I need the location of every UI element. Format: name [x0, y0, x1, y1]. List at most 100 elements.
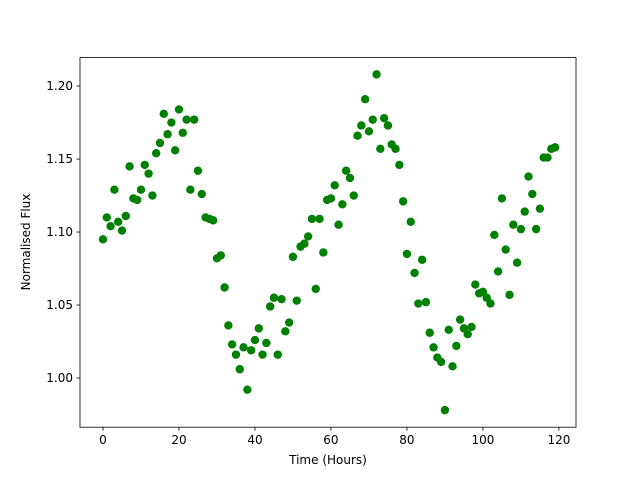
point	[493, 267, 503, 276]
y-tick-label: 1.00	[46, 371, 73, 385]
point	[315, 214, 324, 224]
point	[326, 194, 336, 203]
point	[391, 144, 400, 154]
point	[98, 235, 108, 244]
point	[113, 217, 123, 227]
y-tick-label: 1.15	[46, 152, 73, 166]
point	[303, 232, 313, 241]
plot-frame	[79, 57, 577, 428]
y-tick-label: 1.05	[46, 298, 73, 312]
point	[178, 128, 187, 137]
point	[490, 230, 499, 240]
point	[341, 166, 351, 175]
point	[467, 322, 476, 332]
point	[520, 207, 529, 216]
point	[368, 115, 377, 124]
point	[319, 248, 328, 257]
x-tick-label: 20	[171, 433, 186, 447]
point	[505, 290, 514, 300]
point	[227, 340, 237, 349]
point	[151, 149, 161, 158]
x-tick-label: 120	[547, 433, 570, 447]
point	[349, 191, 358, 200]
point	[421, 297, 431, 307]
point	[239, 343, 248, 352]
point	[509, 220, 518, 229]
y-axis-label: Normalised Flux	[19, 194, 33, 291]
point	[288, 252, 298, 262]
point	[402, 249, 412, 259]
x-tick-label: 40	[247, 433, 262, 447]
point	[102, 213, 111, 222]
point	[159, 109, 168, 118]
point	[311, 284, 320, 294]
point	[410, 268, 419, 278]
point	[174, 105, 184, 114]
point	[258, 350, 267, 359]
point	[364, 127, 374, 136]
point	[121, 211, 130, 221]
point	[106, 221, 115, 231]
point	[307, 214, 317, 224]
point	[231, 350, 241, 359]
point	[360, 95, 370, 104]
point	[512, 258, 522, 267]
point	[243, 385, 252, 394]
point	[531, 224, 541, 234]
point	[220, 283, 229, 292]
point	[425, 328, 434, 337]
point	[497, 194, 507, 203]
x-axis-label: Time (Hours)	[288, 453, 367, 467]
point	[486, 299, 495, 308]
point	[163, 130, 172, 139]
point	[330, 181, 339, 190]
point	[125, 162, 134, 171]
point	[406, 217, 415, 227]
point	[148, 191, 157, 200]
point	[110, 185, 119, 194]
point	[535, 204, 545, 213]
point	[452, 341, 461, 351]
point	[516, 224, 526, 234]
point	[136, 185, 146, 194]
point	[262, 338, 271, 348]
point	[132, 195, 142, 205]
point	[448, 362, 457, 371]
point	[372, 70, 381, 79]
point	[167, 118, 176, 127]
point	[338, 200, 347, 209]
point	[417, 255, 427, 264]
x-tick-label: 0	[99, 433, 107, 447]
point	[224, 321, 233, 330]
x-tick-label: 60	[323, 433, 338, 447]
point	[444, 325, 453, 335]
point	[250, 335, 260, 345]
point	[463, 330, 472, 339]
point	[471, 280, 480, 289]
point	[193, 166, 203, 175]
point	[395, 160, 404, 170]
point	[334, 220, 343, 229]
point	[235, 365, 244, 374]
point	[197, 189, 206, 199]
point	[281, 327, 290, 336]
point	[246, 346, 256, 355]
x-tick-label: 80	[399, 433, 414, 447]
point	[269, 293, 279, 302]
point	[414, 299, 423, 308]
point	[265, 302, 275, 311]
point	[208, 216, 218, 225]
point	[277, 294, 286, 304]
point	[429, 343, 438, 352]
point	[189, 115, 199, 124]
point	[284, 318, 294, 327]
point	[186, 185, 195, 194]
point	[543, 153, 552, 162]
point	[528, 189, 537, 199]
point	[155, 138, 165, 148]
point	[440, 405, 450, 415]
point	[436, 357, 446, 367]
y-tick-label: 1.20	[46, 79, 73, 93]
point	[140, 160, 149, 170]
